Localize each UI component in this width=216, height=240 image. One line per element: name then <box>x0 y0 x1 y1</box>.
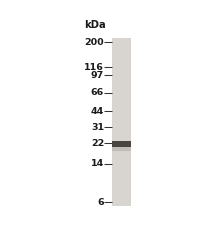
Text: kDa: kDa <box>84 20 106 30</box>
Bar <box>111 141 131 147</box>
Text: 97: 97 <box>91 71 104 80</box>
Text: 44: 44 <box>91 107 104 116</box>
Text: 6: 6 <box>97 198 104 207</box>
Text: 31: 31 <box>91 123 104 132</box>
Text: 22: 22 <box>91 138 104 148</box>
Text: 14: 14 <box>91 159 104 168</box>
Bar <box>111 146 131 151</box>
Bar <box>111 38 131 206</box>
Text: 200: 200 <box>84 38 104 47</box>
Text: 66: 66 <box>91 88 104 97</box>
Text: 116: 116 <box>84 63 104 72</box>
